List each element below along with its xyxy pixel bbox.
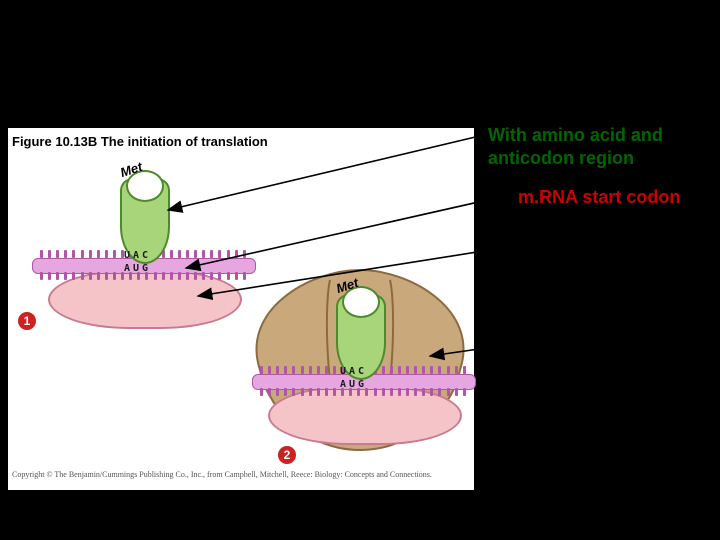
panel2-codon: AUG xyxy=(340,379,367,390)
panel1-anticodon: UAC xyxy=(124,250,151,261)
panel1-codon: AUG xyxy=(124,263,151,274)
figure-caption: Figure 10.13B The initiation of translat… xyxy=(12,134,268,149)
label-trna-title: t-RNA xyxy=(494,86,545,109)
label-small-subunit: Small subunit of ribosome xyxy=(532,228,672,273)
figure-copyright: Copyright © The Benjamin/Cummings Publis… xyxy=(12,470,470,479)
slide: Figure 10.13B The initiation of translat… xyxy=(0,0,720,540)
label-large-subunit: Large Subunit of ribosome xyxy=(532,328,675,373)
panel1-step-badge: 1 xyxy=(18,312,36,330)
label-trna-subtitle: With amino acid and anticodon region xyxy=(488,124,663,169)
label-mrna: m.RNA start codon xyxy=(518,186,680,209)
panel2-anticodon: UAC xyxy=(340,366,367,377)
panel2-step-badge: 2 xyxy=(278,446,296,464)
